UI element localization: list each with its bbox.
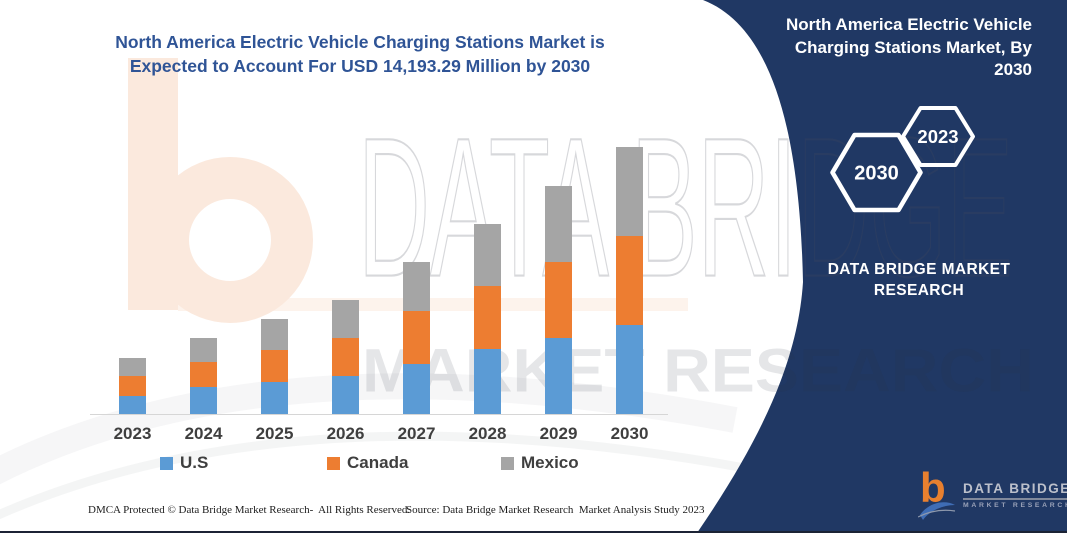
chart-legend: U.S Canada Mexico: [90, 454, 668, 476]
chart-title-line2: Expected to Account For USD 14,193.29 Mi…: [129, 55, 591, 76]
chart-title: North America Electric Vehicle Charging …: [98, 31, 622, 78]
logo-swoosh-icon: [918, 502, 956, 520]
x-axis-label-2027: 2027: [397, 424, 436, 443]
bar-2025: [261, 319, 288, 414]
legend-item-Canada: Canada: [327, 454, 408, 472]
hexagon-2023-label: 2023: [917, 126, 958, 147]
bar-2030: [616, 147, 643, 414]
bar-segment-2027-Mexico: [403, 261, 430, 312]
bar-2027: [403, 261, 430, 414]
bar-2029: [545, 185, 572, 414]
bar-segment-2023-U.S: [119, 395, 146, 414]
bottom-border-line: [0, 531, 1067, 533]
x-axis-label-2029: 2029: [539, 424, 578, 443]
logo-name: DATA BRIDGE: [963, 481, 1067, 500]
bar-segment-2030-U.S: [616, 325, 643, 414]
x-axis-label-2030: 2030: [610, 424, 649, 443]
bar-segment-2024-U.S: [190, 387, 217, 414]
bar-2028: [474, 223, 501, 414]
bar-segment-2026-U.S: [332, 376, 359, 414]
x-axis-label-2028: 2028: [468, 424, 507, 443]
legend-item-U.S: U.S: [160, 454, 208, 472]
logo-text-block: DATA BRIDGE MARKET RESEARCH: [963, 473, 1067, 509]
bar-segment-2029-U.S: [545, 337, 572, 414]
plot-area: [90, 140, 668, 415]
legend-label-Canada: Canada: [347, 453, 409, 472]
bar-segment-2023-Canada: [119, 375, 146, 396]
bar-2023: [119, 357, 146, 414]
footer-source-text: Source: Data Bridge Market Research Mark…: [406, 504, 705, 516]
x-axis-label-2024: 2024: [184, 424, 223, 443]
bar-segment-2028-Canada: [474, 285, 501, 349]
hexagon-2030: [830, 132, 923, 213]
x-axis-labels: 2023 2024 2025 2026 2027 2028 2029 2030: [90, 424, 668, 446]
bar-segment-2028-Mexico: [474, 223, 501, 286]
bar-segment-2026-Canada: [332, 338, 359, 377]
databridge-logo: b DATA BRIDGE MARKET RESEARCH: [918, 467, 1067, 521]
databridge-logo-icon: b: [918, 467, 956, 521]
bar-segment-2028-U.S: [474, 349, 501, 414]
bar-2026: [332, 299, 359, 414]
legend-swatch-U.S: [160, 456, 173, 470]
chart-title-line1: North America Electric Vehicle Charging …: [115, 32, 605, 52]
x-axis-label-2025: 2025: [255, 424, 294, 443]
bar-segment-2026-Mexico: [332, 299, 359, 339]
legend-label-U.S: U.S: [180, 453, 209, 472]
logo-b-monogram: b: [920, 464, 946, 511]
bar-segment-2023-Mexico: [119, 357, 146, 376]
hexagon-2030-label: 2030: [854, 163, 899, 185]
legend-label-Mexico: Mexico: [521, 453, 579, 472]
x-axis-label-2026: 2026: [326, 424, 365, 443]
bar-segment-2027-U.S: [403, 364, 430, 414]
bar-segment-2025-Canada: [261, 349, 288, 382]
hexagon-2023: [901, 106, 975, 167]
bar-2024: [190, 338, 217, 414]
bar-segment-2027-Canada: [403, 311, 430, 364]
bar-segment-2029-Canada: [545, 261, 572, 338]
x-axis-label-2023: 2023: [113, 424, 152, 443]
bar-segment-2029-Mexico: [545, 185, 572, 262]
bar-segment-2025-Mexico: [261, 319, 288, 350]
legend-swatch-Canada: [327, 456, 340, 470]
bar-segment-2025-U.S: [261, 382, 288, 414]
legend-item-Mexico: Mexico: [501, 454, 579, 472]
logo-subtitle: MARKET RESEARCH: [963, 502, 1067, 509]
bar-segment-2024-Mexico: [190, 338, 217, 363]
footer-dmca-text: DMCA Protected © Data Bridge Market Rese…: [88, 504, 411, 516]
footer: DMCA Protected © Data Bridge Market Rese…: [0, 504, 760, 524]
bar-segment-2030-Canada: [616, 235, 643, 326]
bar-segment-2024-Canada: [190, 362, 217, 387]
side-panel-title: North America Electric Vehicle Charging …: [786, 15, 1032, 79]
bar-segment-2030-Mexico: [616, 147, 643, 236]
side-panel-brand: DATA BRIDGE MARKET RESEARCH: [827, 261, 1011, 299]
legend-swatch-Mexico: [501, 456, 514, 470]
